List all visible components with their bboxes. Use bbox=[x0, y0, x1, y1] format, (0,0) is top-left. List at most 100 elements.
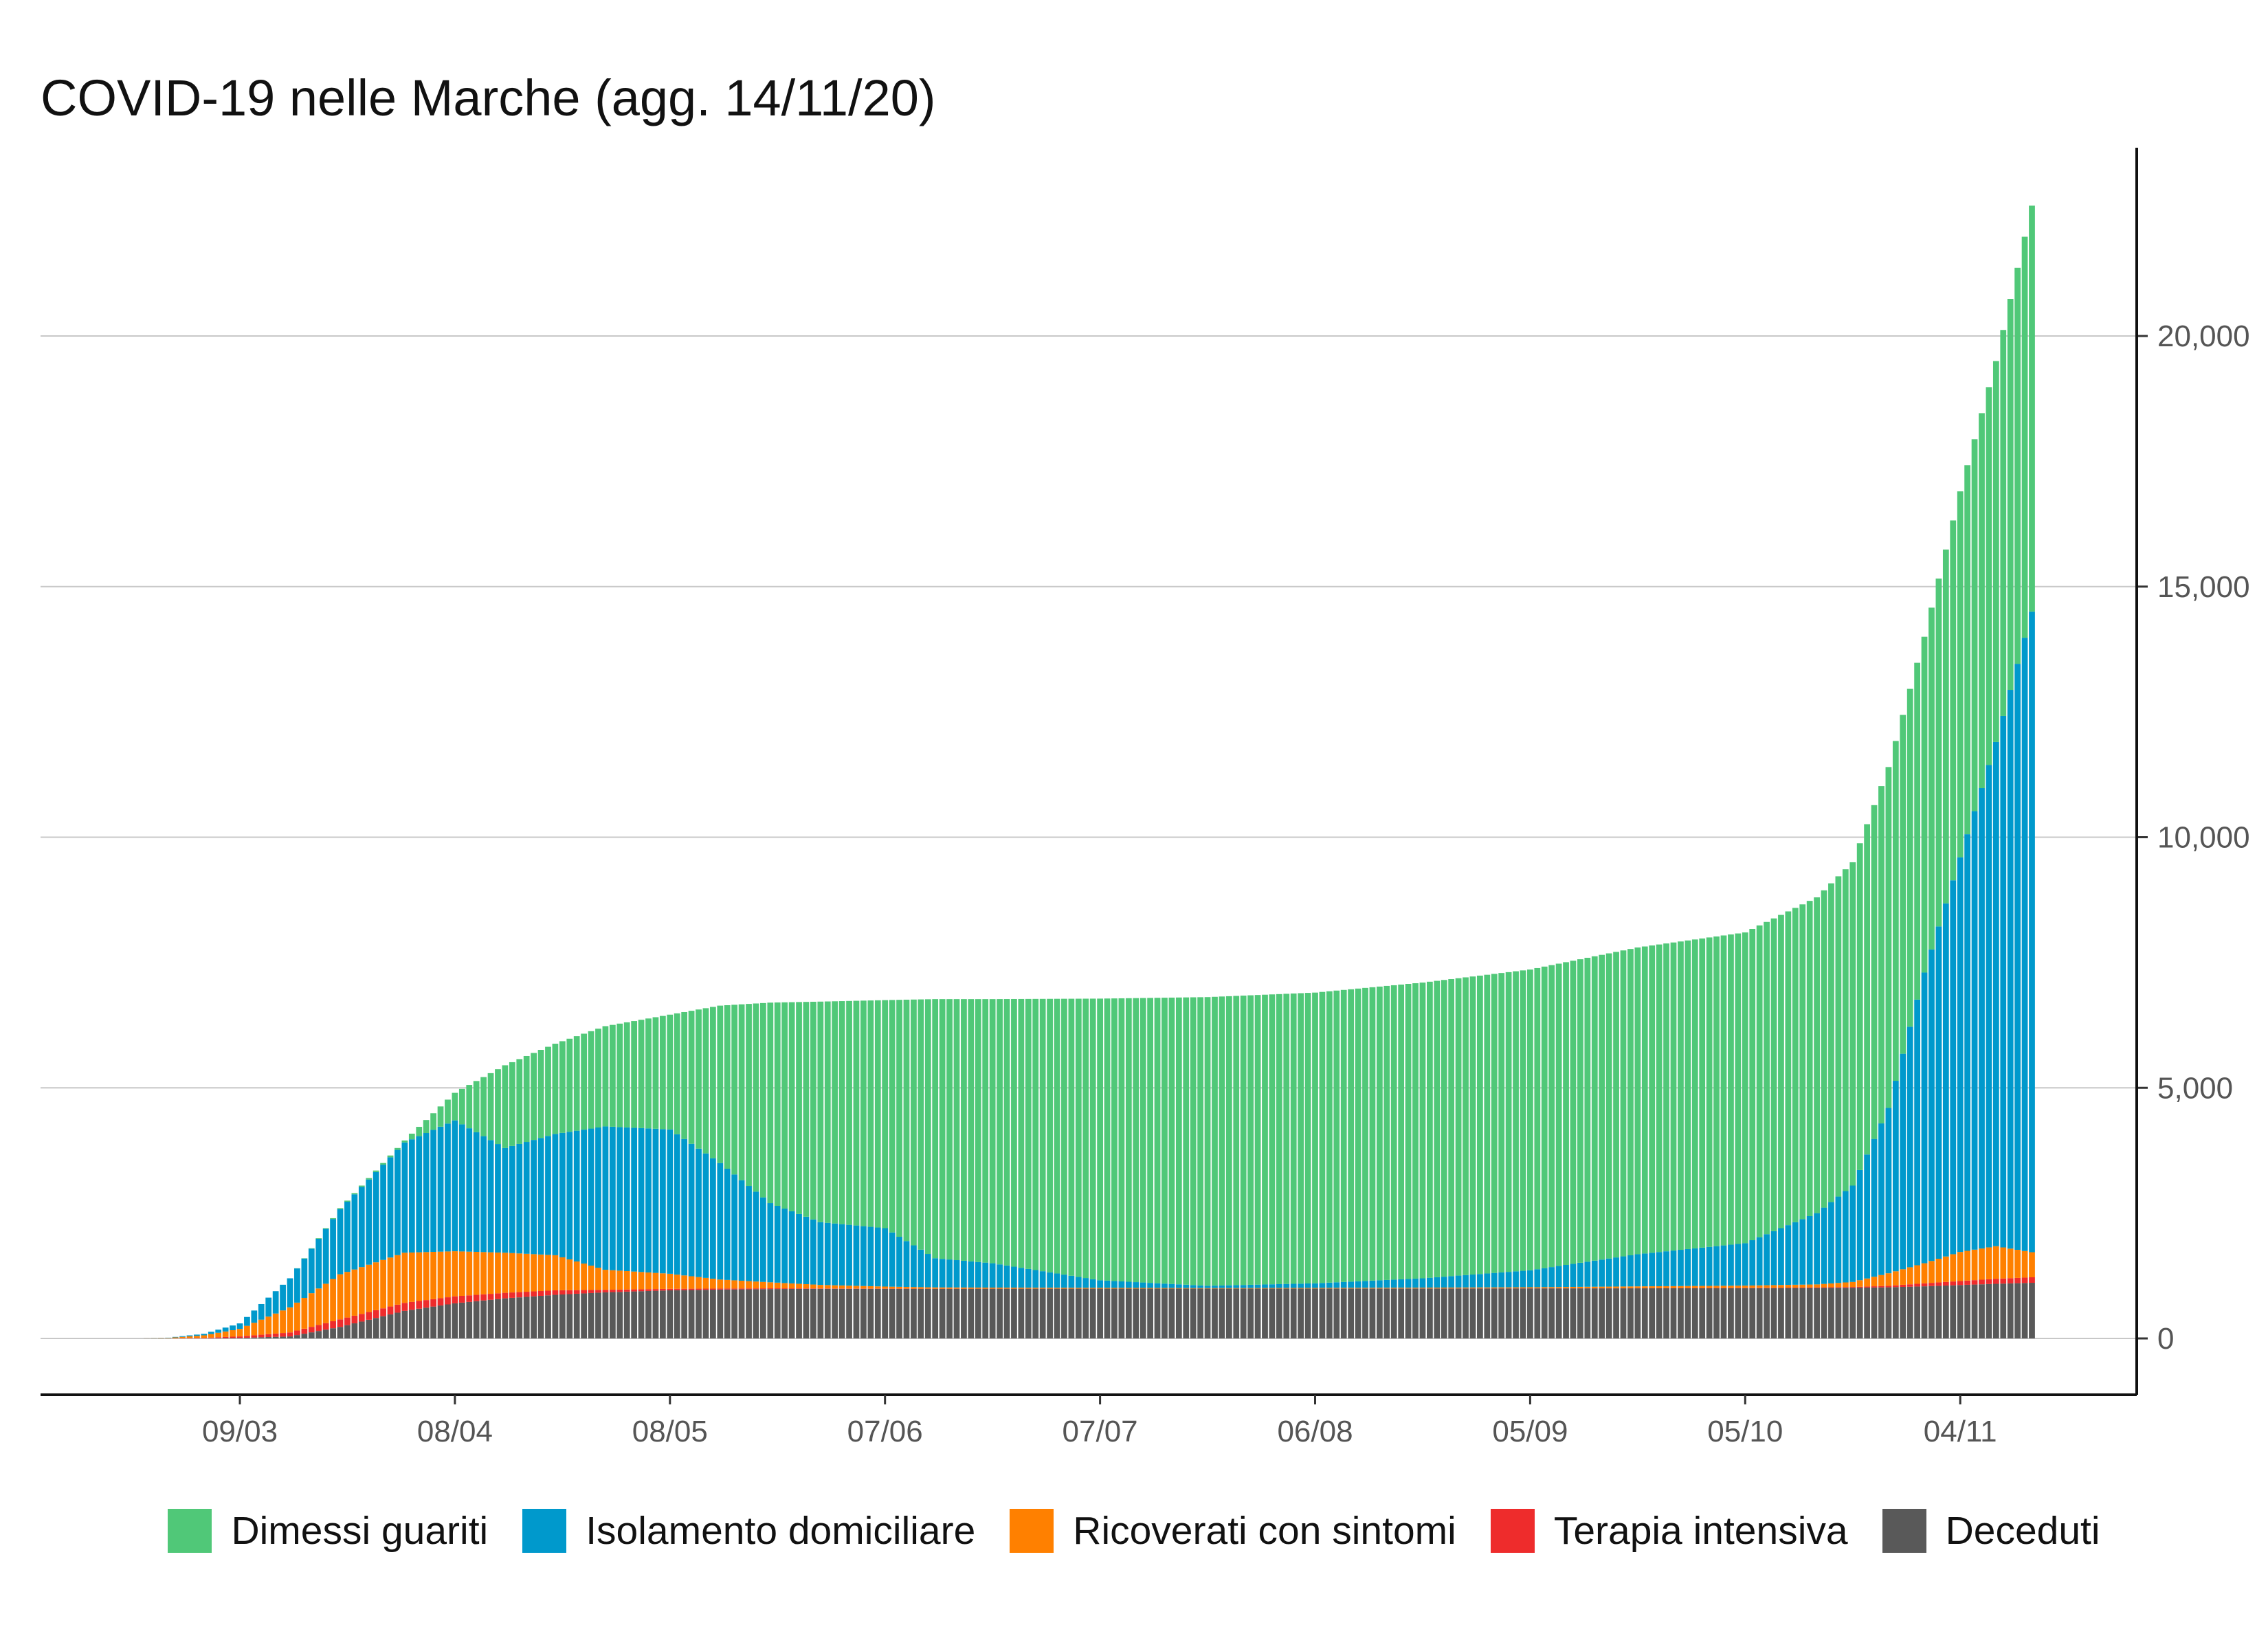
bar-dimessi-guariti bbox=[659, 1016, 666, 1130]
bar-ricoverati-con-sintomi bbox=[1699, 1286, 1706, 1288]
bar-dimessi-guariti bbox=[796, 1002, 802, 1214]
bar-terapia-intensiva bbox=[738, 1288, 745, 1290]
bar-dimessi-guariti bbox=[552, 1044, 559, 1134]
bar-isolamento-domiciliare bbox=[1957, 857, 1964, 1253]
bar-terapia-intensiva bbox=[244, 1336, 250, 1338]
bar-ricoverati-con-sintomi bbox=[301, 1298, 308, 1329]
bar-dimessi-guariti bbox=[1906, 688, 1913, 1027]
bar-ricoverati-con-sintomi bbox=[1197, 1288, 1204, 1289]
bar-isolamento-domiciliare bbox=[1770, 1231, 1777, 1286]
bar-isolamento-domiciliare bbox=[1864, 1154, 1870, 1279]
bar-deceduti bbox=[1764, 1288, 1770, 1338]
legend-label: Isolamento domiciliare bbox=[586, 1509, 976, 1553]
bar-isolamento-domiciliare bbox=[1906, 1027, 1913, 1268]
bar-ricoverati-con-sintomi bbox=[702, 1277, 709, 1289]
bar-isolamento-domiciliare bbox=[1290, 1283, 1297, 1288]
bar-isolamento-domiciliare bbox=[230, 1325, 236, 1331]
bar-deceduti bbox=[416, 1308, 423, 1338]
bar-ricoverati-con-sintomi bbox=[616, 1270, 623, 1290]
bar-isolamento-domiciliare bbox=[616, 1127, 623, 1271]
bar-dimessi-guariti bbox=[523, 1055, 530, 1143]
bar-deceduti bbox=[1871, 1287, 1878, 1338]
bar-deceduti bbox=[796, 1288, 802, 1338]
bar-isolamento-domiciliare bbox=[796, 1213, 802, 1284]
bar-dimessi-guariti bbox=[1333, 990, 1340, 1283]
bar-terapia-intensiva bbox=[616, 1289, 623, 1292]
bar-dimessi-guariti bbox=[1075, 998, 1082, 1277]
bar-deceduti bbox=[1290, 1288, 1297, 1338]
bar-deceduti bbox=[1735, 1288, 1742, 1338]
bar-deceduti bbox=[1513, 1288, 1519, 1338]
bar-dimessi-guariti bbox=[1928, 607, 1935, 950]
bar-terapia-intensiva bbox=[674, 1288, 680, 1290]
bar-ricoverati-con-sintomi bbox=[473, 1252, 480, 1295]
bar-ricoverati-con-sintomi bbox=[918, 1287, 924, 1289]
bar-dimessi-guariti bbox=[366, 1178, 373, 1180]
bar-isolamento-domiciliare bbox=[896, 1237, 902, 1287]
bar-terapia-intensiva bbox=[638, 1289, 645, 1292]
bar-ricoverati-con-sintomi bbox=[1161, 1288, 1168, 1289]
bar-isolamento-domiciliare bbox=[1620, 1256, 1627, 1287]
bar-dimessi-guariti bbox=[1118, 998, 1125, 1281]
bar-isolamento-domiciliare bbox=[1678, 1250, 1684, 1286]
bar-isolamento-domiciliare bbox=[975, 1261, 981, 1288]
bar-deceduti bbox=[623, 1291, 630, 1338]
bar-deceduti bbox=[1613, 1288, 1619, 1338]
bar-dimessi-guariti bbox=[860, 1000, 867, 1226]
bar-isolamento-domiciliare bbox=[1778, 1228, 1784, 1286]
bar-ricoverati-con-sintomi bbox=[452, 1251, 458, 1297]
bar-isolamento-domiciliare bbox=[924, 1254, 931, 1288]
bar-terapia-intensiva bbox=[573, 1290, 580, 1294]
bar-dimessi-guariti bbox=[408, 1133, 415, 1140]
bar-ricoverati-con-sintomi bbox=[1649, 1286, 1656, 1288]
bar-deceduti bbox=[731, 1289, 738, 1338]
bar-isolamento-domiciliare bbox=[495, 1144, 501, 1253]
bar-ricoverati-con-sintomi bbox=[1555, 1287, 1562, 1288]
bar-deceduti bbox=[853, 1288, 860, 1338]
bar-deceduti bbox=[1448, 1288, 1455, 1338]
bar-ricoverati-con-sintomi bbox=[351, 1269, 358, 1316]
bar-deceduti bbox=[1247, 1288, 1254, 1338]
bar-dimessi-guariti bbox=[975, 999, 981, 1262]
bar-ricoverati-con-sintomi bbox=[724, 1279, 731, 1289]
bar-deceduti bbox=[860, 1288, 867, 1338]
bar-ricoverati-con-sintomi bbox=[602, 1270, 609, 1290]
bar-deceduti bbox=[803, 1288, 810, 1338]
legend-swatch bbox=[168, 1509, 212, 1553]
bar-isolamento-domiciliare bbox=[1054, 1273, 1060, 1288]
bar-terapia-intensiva bbox=[473, 1294, 480, 1301]
bar-ricoverati-con-sintomi bbox=[1964, 1250, 1971, 1281]
bar-deceduti bbox=[1469, 1288, 1476, 1338]
bar-isolamento-domiciliare bbox=[918, 1249, 924, 1288]
bar-deceduti bbox=[1219, 1288, 1225, 1338]
bar-isolamento-domiciliare bbox=[1534, 1269, 1541, 1288]
bar-ricoverati-con-sintomi bbox=[1678, 1286, 1684, 1288]
bar-ricoverati-con-sintomi bbox=[1814, 1284, 1820, 1288]
bar-isolamento-domiciliare bbox=[696, 1148, 702, 1277]
bar-ricoverati-con-sintomi bbox=[559, 1257, 566, 1290]
bar-isolamento-domiciliare bbox=[208, 1332, 214, 1334]
bar-isolamento-domiciliare bbox=[989, 1263, 996, 1288]
bar-ricoverati-con-sintomi bbox=[1276, 1288, 1282, 1289]
bar-deceduti bbox=[1204, 1288, 1211, 1338]
bar-deceduti bbox=[495, 1299, 501, 1338]
bar-terapia-intensiva bbox=[760, 1288, 766, 1290]
bar-terapia-intensiva bbox=[1979, 1279, 1985, 1285]
bar-deceduti bbox=[1240, 1288, 1247, 1338]
bar-terapia-intensiva bbox=[330, 1321, 336, 1329]
bar-dimessi-guariti bbox=[1362, 987, 1368, 1281]
bar-dimessi-guariti bbox=[1964, 465, 1971, 835]
bar-terapia-intensiva bbox=[351, 1315, 358, 1324]
bar-isolamento-domiciliare bbox=[430, 1130, 436, 1253]
bar-ricoverati-con-sintomi bbox=[1168, 1288, 1175, 1289]
bar-isolamento-domiciliare bbox=[1025, 1268, 1032, 1288]
bar-isolamento-domiciliare bbox=[1828, 1202, 1834, 1283]
bar-deceduti bbox=[724, 1289, 731, 1338]
bar-deceduti bbox=[1563, 1288, 1569, 1338]
bar-ricoverati-con-sintomi bbox=[1225, 1288, 1232, 1289]
bar-isolamento-domiciliare bbox=[1319, 1283, 1326, 1288]
bar-terapia-intensiva bbox=[380, 1308, 386, 1316]
bar-deceduti bbox=[939, 1288, 946, 1338]
bar-deceduti bbox=[1548, 1288, 1555, 1338]
bar-terapia-intensiva bbox=[458, 1295, 465, 1303]
